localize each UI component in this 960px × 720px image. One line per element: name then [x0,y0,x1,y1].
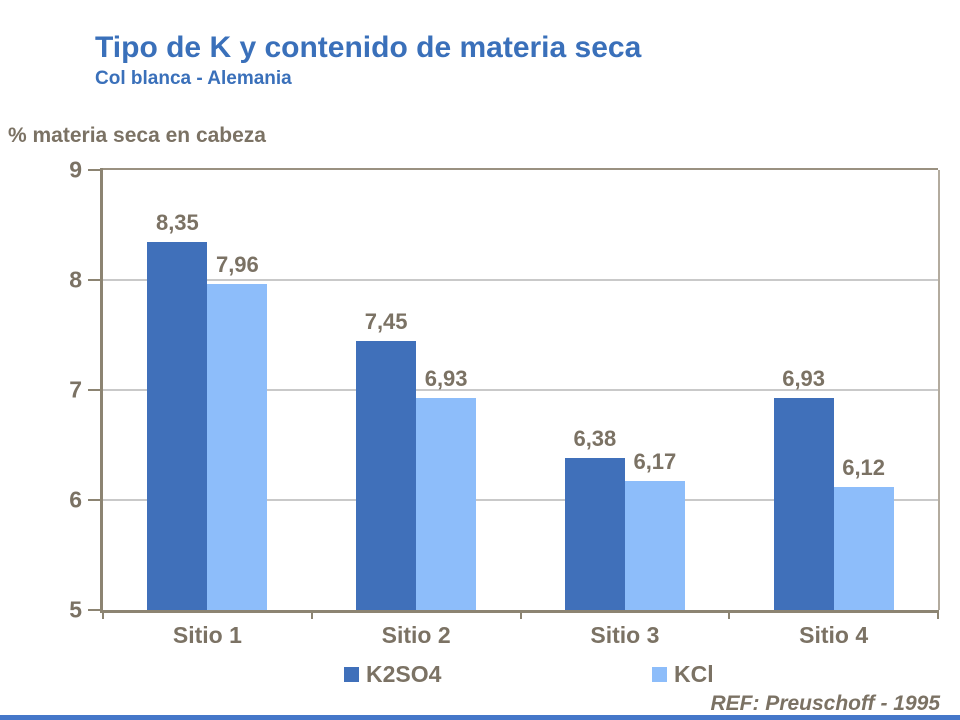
x-axis-line [100,610,938,613]
category-label: Sitio 1 [172,622,242,648]
gridline [103,279,938,281]
x-tick-mark [937,610,939,619]
legend-label: K2SO4 [366,661,442,687]
y-tick-label: 8 [69,266,82,293]
y-tick-mark [88,609,103,611]
legend-item-kcl: KCl [652,663,714,686]
plot-border-right [938,170,940,610]
legend-item-k2so4: K2SO4 [344,663,441,686]
bar-k2so4-sitio-4 [773,397,834,610]
bar-value-label: 8,35 [155,209,199,235]
bar-value-label: 6,38 [573,426,617,452]
slide-bottom-accent-bar [0,715,960,720]
bar-value-label: 7,45 [364,308,408,334]
bar-value-label: 6,93 [424,365,468,391]
y-axis-title: % materia seca en cabeza [8,124,266,147]
plot-border-top [103,168,938,170]
y-tick-label: 9 [69,156,82,183]
y-tick-mark [88,169,103,171]
bar-kcl-sitio-4 [833,486,894,610]
x-tick-mark [728,610,731,619]
reference-note: REF: Preuschoff - 1995 [710,692,940,715]
y-tick-label: 6 [69,486,82,513]
y-tick-label: 7 [69,376,82,403]
category-label: Sitio 2 [381,622,451,648]
y-tick-mark [88,279,103,281]
bar-kcl-sitio-2 [416,397,477,610]
bar-value-label: 6,17 [633,449,677,475]
legend-swatch-icon [652,667,667,682]
category-label: Sitio 4 [799,622,869,648]
gridline [103,499,938,501]
legend-swatch-icon [344,667,359,682]
bar-k2so4-sitio-2 [356,340,417,610]
bar-k2so4-sitio-3 [564,458,625,610]
plot-area [100,168,940,613]
bar-k2so4-sitio-1 [147,241,208,610]
x-tick-mark [102,610,104,619]
bar-kcl-sitio-1 [207,284,268,610]
bar-value-label: 6,93 [782,365,826,391]
bar-kcl-sitio-3 [624,481,685,610]
category-label: Sitio 3 [590,622,660,648]
gridline [103,389,938,391]
chart-title: Tipo de K y contenido de materia seca [95,31,642,64]
x-tick-mark [519,610,522,619]
legend-label: KCl [674,661,714,687]
y-tick-mark [88,389,103,391]
y-tick-label: 5 [69,596,82,623]
y-tick-mark [88,499,103,501]
bar-value-label: 6,12 [842,454,886,480]
chart-subtitle: Col blanca - Alemania [95,68,292,89]
bar-value-label: 7,96 [215,252,259,278]
x-tick-mark [310,610,313,619]
